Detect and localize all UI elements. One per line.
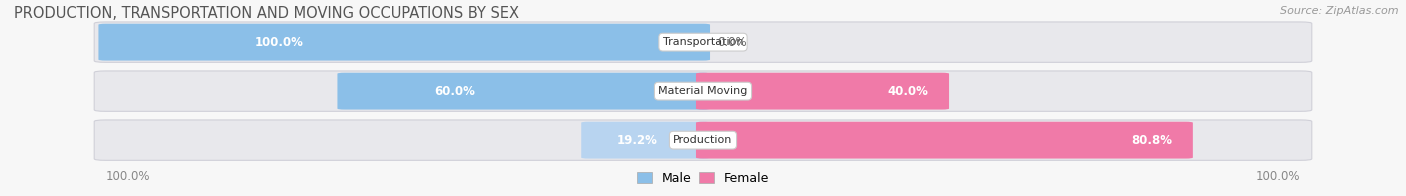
FancyBboxPatch shape: [696, 122, 1192, 159]
Text: 40.0%: 40.0%: [887, 85, 928, 98]
Text: 80.8%: 80.8%: [1130, 134, 1171, 147]
Legend: Male, Female: Male, Female: [631, 167, 775, 190]
Text: Source: ZipAtlas.com: Source: ZipAtlas.com: [1281, 6, 1399, 16]
FancyBboxPatch shape: [337, 73, 710, 110]
Text: 100.0%: 100.0%: [1256, 170, 1301, 183]
Text: Production: Production: [673, 135, 733, 145]
Text: 19.2%: 19.2%: [617, 134, 658, 147]
Text: 100.0%: 100.0%: [254, 36, 304, 49]
FancyBboxPatch shape: [98, 24, 710, 61]
Text: Material Moving: Material Moving: [658, 86, 748, 96]
FancyBboxPatch shape: [581, 122, 710, 159]
Text: 100.0%: 100.0%: [105, 170, 150, 183]
Text: 0.0%: 0.0%: [717, 36, 747, 49]
Text: 60.0%: 60.0%: [434, 85, 475, 98]
FancyBboxPatch shape: [94, 22, 1312, 62]
FancyBboxPatch shape: [94, 71, 1312, 111]
Text: Transportation: Transportation: [662, 37, 744, 47]
Text: PRODUCTION, TRANSPORTATION AND MOVING OCCUPATIONS BY SEX: PRODUCTION, TRANSPORTATION AND MOVING OC…: [14, 6, 519, 21]
FancyBboxPatch shape: [696, 73, 949, 110]
FancyBboxPatch shape: [94, 120, 1312, 160]
